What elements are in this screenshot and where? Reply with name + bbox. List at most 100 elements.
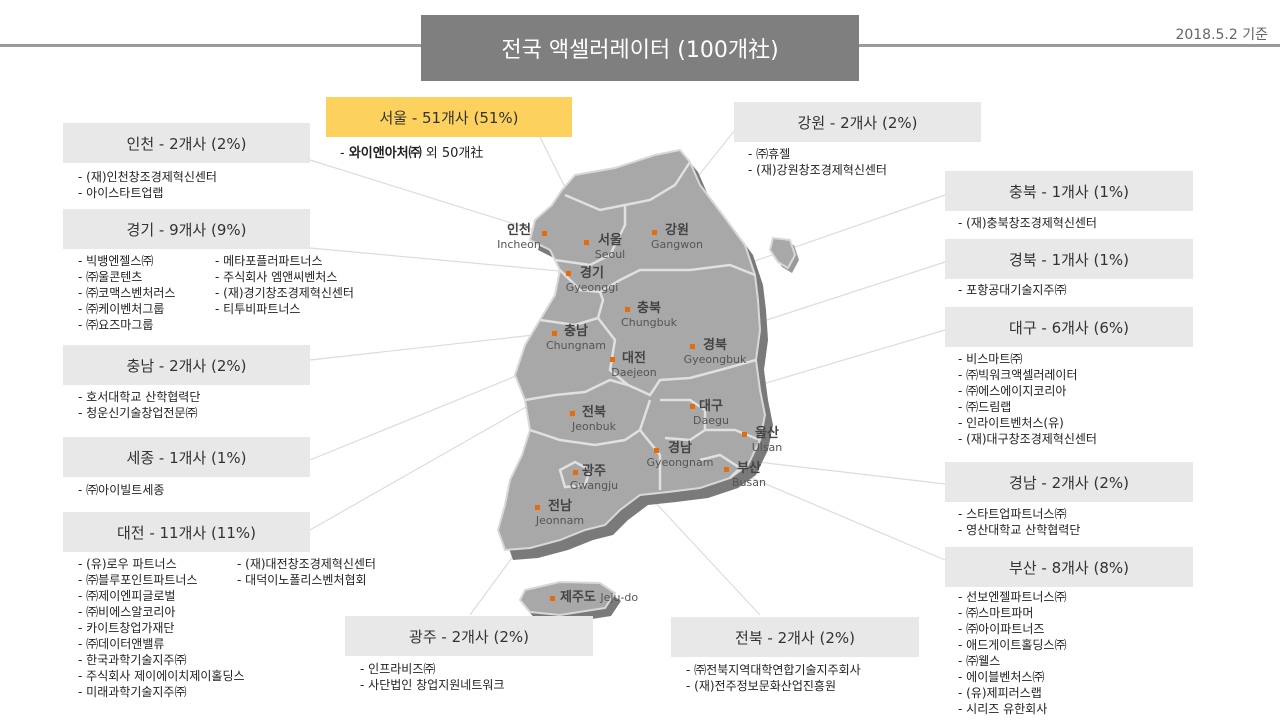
list-item: 인프라비즈㈜ xyxy=(360,661,504,677)
marker-gyeongnam xyxy=(654,448,659,453)
list-incheon: (재)인천창조경제혁신센터 아이스타트업랩 xyxy=(78,169,217,201)
list-item: 스타트업파트너스㈜ xyxy=(958,506,1080,522)
marker-gyeonggi xyxy=(566,271,571,276)
list-item: ㈜데이터앤밸류 xyxy=(78,636,245,652)
list-item: 시리즈 유한회사 xyxy=(958,701,1066,717)
list-item: (재)전주정보문화산업진흥원 xyxy=(686,678,861,694)
marker-chungnam xyxy=(552,331,557,336)
map-label-jeonnam: 전남 Jeonnam xyxy=(535,499,585,528)
map-label-seoul: 서울 Seoul xyxy=(594,233,626,262)
marker-gyeongbuk xyxy=(690,344,695,349)
region-header-gyeonggi: 경기 - 9개사 (9%) xyxy=(63,209,310,249)
list-gwangju: 인프라비즈㈜ 사단법인 창업지원네트워크 xyxy=(360,661,504,693)
list-item: ㈜드림랩 xyxy=(958,399,1097,415)
list-item: 비스마트㈜ xyxy=(958,351,1097,367)
marker-seoul xyxy=(584,240,589,245)
region-header-sejong: 세종 - 1개사 (1%) xyxy=(63,437,310,477)
marker-gwangju xyxy=(573,470,578,475)
map-mainland xyxy=(496,148,767,552)
list-item: ㈜아이빌트세종 xyxy=(78,482,164,498)
list-item: ㈜비에스알코리아 xyxy=(78,604,245,620)
map-label-daegu: 대구 Daegu xyxy=(693,399,729,428)
list-item: 아이스타트업랩 xyxy=(78,185,217,201)
region-header-busan: 부산 - 8개사 (8%) xyxy=(945,547,1193,587)
list-item: ㈜전북지역대학연합기술지주회사 xyxy=(686,662,861,678)
map-label-incheon: 인천 Incheon xyxy=(497,223,541,252)
list-item: 메타포플러파트너스 xyxy=(215,253,354,269)
list-item: ㈜휴젤 xyxy=(748,146,887,162)
list-busan: 선보엔젤파트너스㈜ ㈜스마트파머 ㈜아이파트너즈 애드게이트홀딩스㈜ ㈜웰스 에… xyxy=(958,589,1066,717)
seoul-summary: - 와이앤아처㈜ 외 50개社 xyxy=(340,146,484,161)
map-label-ulsan: 울산 Ulsan xyxy=(751,426,783,455)
marker-gangwon xyxy=(652,230,657,235)
list-item: 에이블벤처스㈜ xyxy=(958,669,1066,685)
seoul-lead-company: 와이앤아처㈜ xyxy=(348,146,422,161)
list-item: ㈜요즈마그룹 xyxy=(78,317,175,333)
list-item: ㈜울콘텐츠 xyxy=(78,269,175,285)
seoul-rest: 외 50개社 xyxy=(425,146,484,161)
region-header-incheon: 인천 - 2개사 (2%) xyxy=(63,123,310,163)
list-daegu: 비스마트㈜ ㈜빅워크액셀러레이터 ㈜에스에이지코리아 ㈜드림랩 인라이트벤처스(… xyxy=(958,351,1097,447)
region-header-chungbuk: 충북 - 1개사 (1%) xyxy=(945,171,1193,211)
marker-incheon xyxy=(542,231,547,236)
list-item: ㈜케이벤처그룹 xyxy=(78,301,175,317)
list-item: (유)로우 파트너스 xyxy=(78,556,245,572)
list-item: 주식회사 엠앤씨벤처스 xyxy=(215,269,354,285)
list-item: ㈜코맥스벤처러스 xyxy=(78,285,175,301)
list-item: 카이트창업가재단 xyxy=(78,620,245,636)
list-item: 사단법인 창업지원네트워크 xyxy=(360,677,504,693)
list-item: 대덕이노폴리스벤처협회 xyxy=(237,572,376,588)
list-item: 인라이트벤처스(유) xyxy=(958,415,1097,431)
province-borders xyxy=(524,161,761,490)
list-gyeonggi-col2: 메타포플러파트너스 주식회사 엠앤씨벤처스 (재)경기창조경제혁신센터 티투비파… xyxy=(215,253,354,317)
list-item: ㈜제이엔피글로벌 xyxy=(78,588,245,604)
region-header-gwangju: 광주 - 2개사 (2%) xyxy=(345,616,593,656)
list-item: ㈜빅워크액셀러레이터 xyxy=(958,367,1097,383)
list-gyeongnam: 스타트업파트너스㈜ 영산대학교 산학협력단 xyxy=(958,506,1080,538)
jeju-island xyxy=(518,580,617,617)
list-item: ㈜블루포인트파트너스 xyxy=(78,572,245,588)
list-item: 호서대학교 산학협력단 xyxy=(78,389,200,405)
list-item: (재)경기창조경제혁신센터 xyxy=(215,285,354,301)
list-item: (재)충북창조경제혁신센터 xyxy=(958,215,1097,231)
region-header-gyeongbuk: 경북 - 1개사 (1%) xyxy=(945,239,1193,279)
list-item: 한국과학기술지주㈜ xyxy=(78,652,245,668)
marker-jeonbuk xyxy=(570,411,575,416)
map-label-gangwon: 강원 Gangwon xyxy=(651,223,703,252)
list-item: 주식회사 제이에이치제이홀딩스 xyxy=(78,668,244,684)
list-item: 미래과학기술지주㈜ xyxy=(78,684,245,700)
list-gyeongbuk: 포항공대기술지주㈜ xyxy=(958,282,1066,298)
list-gangwon: ㈜휴젤 (재)강원창조경제혁신센터 xyxy=(748,146,887,178)
marker-jeonnam xyxy=(535,505,540,510)
map-label-gwangju: 광주 Gwangju xyxy=(569,464,619,493)
map-label-jeju: 제주도 Jeju-do xyxy=(560,590,639,605)
map-label-gyeongnam: 경남 Gyeongnam xyxy=(646,441,714,470)
map-label-busan: 부산 Busan xyxy=(732,461,766,490)
map-label-chungnam: 충남 Chungnam xyxy=(545,324,606,353)
page-title: 전국 액셀러레이터 (100개社) xyxy=(421,15,859,81)
list-gyeonggi-col1: 빅뱅엔젤스㈜ ㈜울콘텐츠 ㈜코맥스벤처러스 ㈜케이벤처그룹 ㈜요즈마그룹 xyxy=(78,253,175,333)
list-chungbuk: (재)충북창조경제혁신센터 xyxy=(958,215,1097,231)
list-item: (재)인천창조경제혁신센터 xyxy=(78,169,217,185)
marker-daegu xyxy=(690,404,695,409)
list-daejeon-col2: (재)대전창조경제혁신센터 대덕이노폴리스벤처협회 xyxy=(237,556,376,588)
list-item: 포항공대기술지주㈜ xyxy=(958,282,1066,298)
list-item: 애드게이트홀딩스㈜ xyxy=(958,637,1066,653)
region-header-gyeongnam: 경남 - 2개사 (2%) xyxy=(945,462,1193,502)
ulleungdo-island xyxy=(768,236,797,270)
list-item: 청운신기술창업전문㈜ xyxy=(78,405,200,421)
list-jeonbuk: ㈜전북지역대학연합기술지주회사 (재)전주정보문화산업진흥원 xyxy=(686,662,861,694)
list-item: (재)대구창조경제혁신센터 xyxy=(958,431,1097,447)
region-header-seoul: 서울 - 51개사 (51%) xyxy=(326,97,572,137)
list-item: ㈜에스에이지코리아 xyxy=(958,383,1097,399)
list-item: ㈜아이파트너즈 xyxy=(958,621,1066,637)
marker-chungbuk xyxy=(625,307,630,312)
list-item: ㈜웰스 xyxy=(958,653,1066,669)
map-label-gyeongbuk: 경북 Gyeongbuk xyxy=(683,338,747,367)
list-sejong: ㈜아이빌트세종 xyxy=(78,482,164,498)
region-header-chungnam: 충남 - 2개사 (2%) xyxy=(63,345,310,385)
region-header-daejeon: 대전 - 11개사 (11%) xyxy=(63,512,310,552)
list-item: 티투비파트너스 xyxy=(215,301,354,317)
list-item: (유)제피러스랩 xyxy=(958,685,1066,701)
